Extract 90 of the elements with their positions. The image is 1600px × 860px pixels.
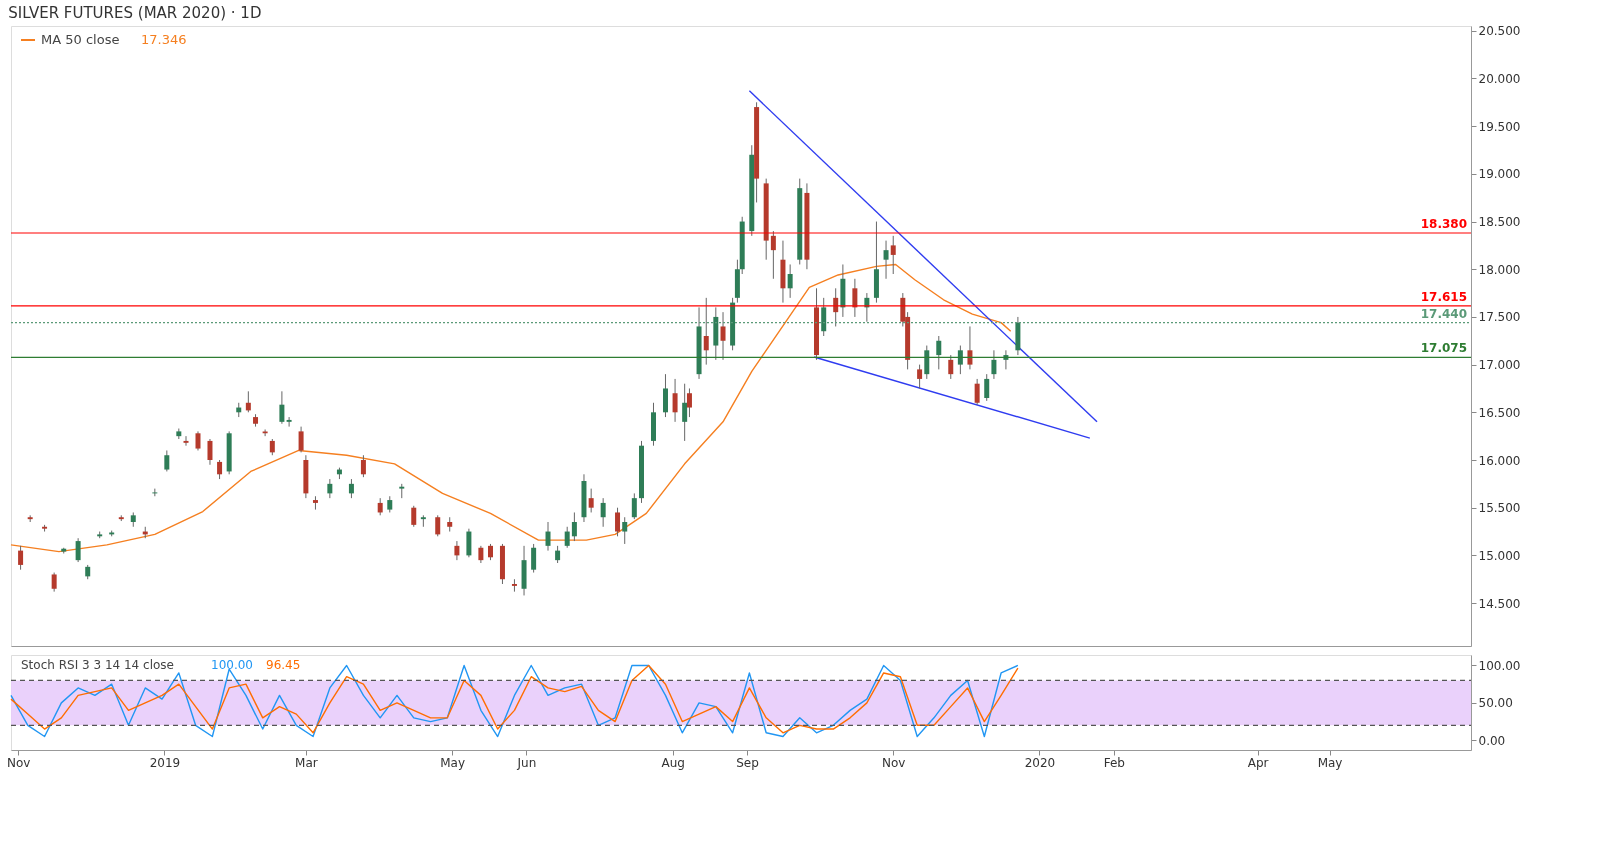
x-tick-label: May — [1317, 755, 1343, 770]
candlestick — [420, 514, 426, 528]
candlestick — [195, 430, 201, 451]
annotation: 96.45 — [266, 658, 301, 672]
candlestick — [298, 426, 304, 453]
line-series — [10, 263, 1012, 553]
candlestick — [360, 454, 366, 478]
candlestick — [622, 516, 628, 545]
candlestick — [511, 578, 517, 593]
candlestick — [245, 390, 251, 413]
chart-title: Stoch RSI 3 3 14 14 close — [21, 658, 174, 672]
candlestick — [75, 537, 81, 563]
candlestick — [890, 235, 896, 275]
y-tick-label: 19.500 — [1478, 119, 1521, 134]
annotation: 100.00 — [211, 658, 253, 672]
candlestick — [571, 511, 577, 542]
ref-line-label: 17.075 — [1420, 341, 1467, 356]
candlestick — [924, 345, 930, 380]
y-tick-label: 18.000 — [1478, 262, 1521, 277]
chart-title: SILVER FUTURES (MAR 2020) · 1D — [8, 3, 262, 22]
y-tick-label: 15.000 — [1478, 548, 1521, 563]
candlestick — [164, 449, 170, 472]
candlestick — [286, 416, 292, 428]
candlestick — [217, 459, 223, 480]
candlestick — [466, 528, 472, 558]
y-tick-label: 20.000 — [1478, 71, 1521, 86]
candlestick — [279, 390, 285, 425]
x-tick-label: Jun — [516, 755, 537, 770]
x-tick-label: Sep — [736, 755, 759, 770]
ref-line-label: 17.440 — [1420, 306, 1467, 321]
candlestick — [974, 378, 980, 406]
x-tick-label: Nov — [6, 755, 31, 770]
candlestick — [703, 297, 709, 366]
candlestick — [588, 488, 594, 513]
candlestick — [327, 478, 333, 499]
candlestick — [615, 507, 621, 537]
legend-label: MA 50 close — [41, 32, 120, 47]
annotation: 17.346 — [141, 32, 187, 47]
y-tick-label: 16.000 — [1478, 453, 1521, 468]
candlestick — [454, 540, 460, 561]
y-tick-label: 100.00 — [1478, 658, 1521, 673]
x-tick-label: Feb — [1103, 755, 1125, 770]
candlestick — [917, 364, 923, 389]
candlestick — [984, 373, 990, 402]
candlestick — [787, 263, 793, 299]
candlestick — [682, 383, 688, 442]
candlestick — [545, 521, 551, 552]
candlestick — [883, 240, 889, 280]
candlestick — [348, 478, 354, 499]
candlestick — [435, 514, 441, 537]
candlestick — [531, 543, 537, 574]
y-tick-label: 14.500 — [1478, 596, 1521, 611]
x-tick-label: Mar — [295, 755, 318, 770]
candlestick — [262, 428, 268, 437]
candlestick — [720, 311, 726, 361]
candlestick — [564, 526, 570, 549]
candlestick — [207, 438, 213, 466]
candlestick — [672, 378, 678, 423]
candlestick — [686, 387, 692, 418]
candlestick — [957, 345, 963, 375]
x-tick-label: Aug — [661, 755, 685, 770]
y-tick-label: 19.000 — [1478, 167, 1521, 182]
candlestick — [770, 230, 776, 280]
y-tick-label: 16.500 — [1478, 405, 1521, 420]
candlestick — [18, 545, 24, 571]
ref-line-label: 18.380 — [1420, 216, 1467, 231]
candlestick — [662, 373, 668, 418]
x-tick-label: 2020 — [1024, 755, 1056, 770]
x-tick-label: 2019 — [149, 755, 181, 770]
candlestick — [948, 354, 954, 380]
candlestick — [936, 335, 942, 370]
y-tick-label: 17.500 — [1478, 310, 1521, 325]
y-tick-label: 17.000 — [1478, 358, 1521, 373]
y-tick-label: 50.00 — [1478, 696, 1513, 711]
y-tick-label: 15.500 — [1478, 501, 1521, 516]
ref-line-label: 17.615 — [1420, 289, 1467, 304]
candlestick — [51, 572, 57, 593]
candlestick — [183, 435, 189, 447]
x-tick-label: Nov — [882, 755, 906, 770]
candlestick — [967, 325, 973, 370]
candlestick — [991, 349, 997, 380]
y-tick-label: 0.00 — [1478, 733, 1506, 748]
y-tick-label: 20.500 — [1478, 24, 1521, 39]
x-tick-label: May — [440, 755, 466, 770]
candlestick — [600, 497, 606, 528]
candlestick — [631, 492, 637, 520]
x-tick-label: Apr — [1247, 755, 1269, 770]
y-tick-label: 18.500 — [1478, 215, 1521, 230]
candlestick — [821, 297, 827, 337]
candlestick — [411, 505, 417, 528]
